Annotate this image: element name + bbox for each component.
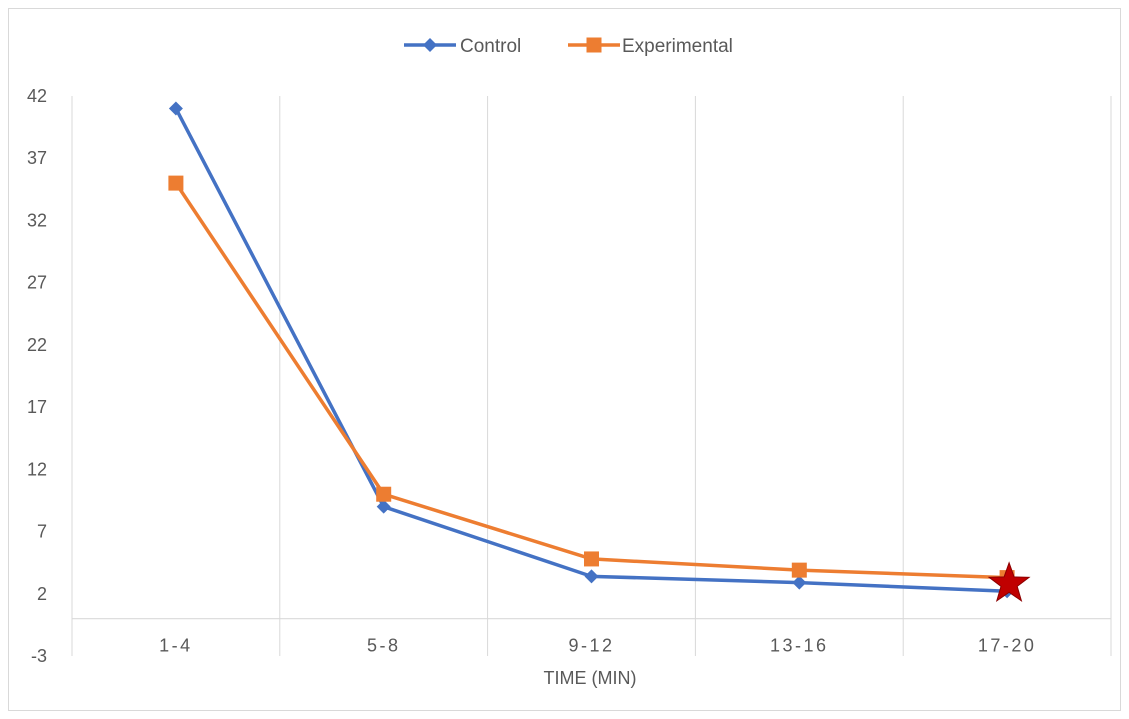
y-tick-label: 22 [27,335,47,355]
series-layer [168,101,1015,599]
star-marker-annotation [987,561,1031,603]
y-tick-label: 27 [27,273,47,293]
data-point-control [168,101,183,116]
x-tick-label: 1-4 [159,636,193,656]
data-point-experimental [791,562,807,578]
annotations [987,561,1031,603]
series-line-control [174,107,1008,594]
legend-label-control: Control [460,36,521,57]
legend-marker-control [423,38,437,52]
legend-label-experimental: Experimental [622,36,733,57]
data-point-experimental [376,486,392,502]
x-axis-title: TIME (MIN) [544,668,637,688]
x-tick-labels: 1-4 5-8 9-12 13-16 17-20 [159,636,1037,656]
y-tick-label: 7 [37,522,47,542]
y-tick-label: 17 [27,397,47,417]
legend-marker-experimental [586,37,602,53]
gridlines [71,96,1112,656]
x-tick-label: 13-16 [770,636,829,656]
data-point-experimental [168,175,184,191]
data-point-experimental [584,551,599,567]
chart-frame [8,8,1121,711]
series-line-experimental [174,182,1008,580]
legend: Control Experimental [404,36,733,57]
x-tick-label: 5-8 [367,636,401,656]
data-point-control [584,569,599,584]
y-tick-label: 32 [27,210,47,230]
y-tick-label: 12 [27,459,47,479]
x-tick-label: 17-20 [978,636,1037,656]
data-point-control [792,575,807,590]
y-tick-label: 42 [27,86,47,106]
y-tick-label: -3 [31,646,47,666]
y-tick-label: 2 [37,584,47,604]
y-tick-label: 37 [27,148,47,168]
x-tick-label: 9-12 [568,636,614,656]
data-point-control [376,499,391,514]
